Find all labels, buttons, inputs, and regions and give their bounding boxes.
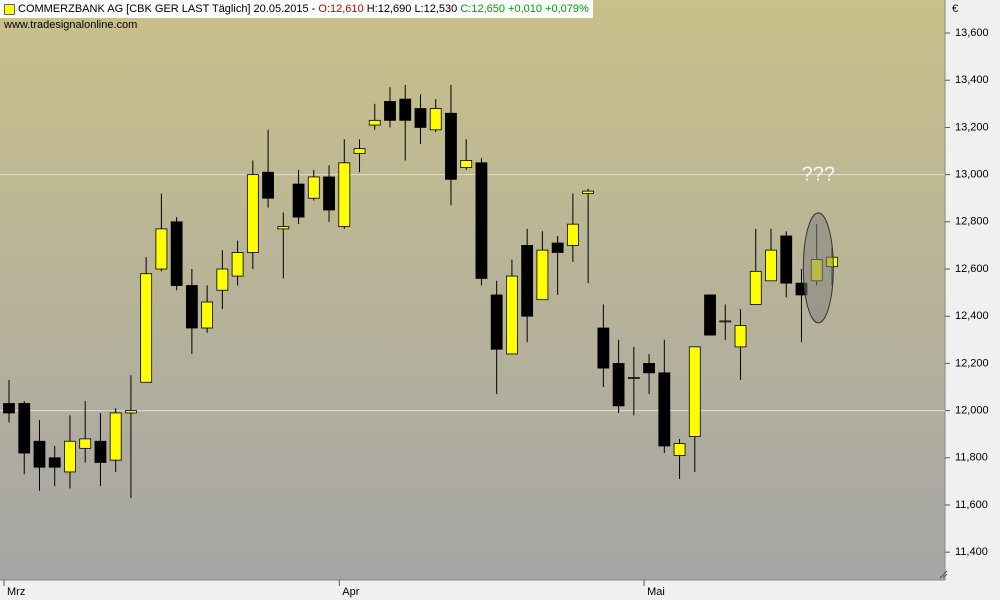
candle-body bbox=[399, 98, 412, 121]
candle-body bbox=[216, 268, 229, 291]
candle-body bbox=[292, 183, 305, 218]
y-tick-label: 12,600 bbox=[955, 263, 989, 275]
candle-body bbox=[506, 275, 518, 355]
candle-body bbox=[33, 440, 46, 468]
y-tick-label: 13,000 bbox=[955, 169, 989, 181]
annotation: ??? bbox=[802, 163, 835, 185]
candle-body bbox=[231, 252, 244, 277]
candle-body bbox=[109, 412, 122, 461]
change: +0,010 bbox=[508, 3, 542, 15]
candle-body bbox=[612, 362, 625, 407]
y-tick-label: 13,600 bbox=[955, 27, 989, 39]
y-tick-label: 11,400 bbox=[955, 546, 988, 558]
candle-body bbox=[414, 108, 427, 128]
candle-body bbox=[338, 162, 351, 227]
candle-body bbox=[490, 294, 503, 350]
candle-body bbox=[658, 372, 671, 447]
y-tick-label: 12,800 bbox=[955, 216, 989, 228]
candle-body bbox=[536, 249, 549, 301]
candle-body bbox=[551, 242, 564, 253]
candle-body bbox=[704, 294, 716, 336]
candle-body bbox=[719, 320, 732, 323]
candle-body bbox=[155, 228, 168, 270]
close-label: C:12,650 bbox=[460, 3, 505, 15]
candle-body bbox=[384, 101, 396, 121]
y-tick-label: 11,600 bbox=[955, 499, 988, 511]
currency: € bbox=[952, 3, 958, 15]
y-tick-label: 12,400 bbox=[955, 310, 989, 322]
header-title: COMMERZBANK AG [CBK GER LAST Täglich] 20… bbox=[18, 3, 316, 15]
candle-body bbox=[734, 325, 747, 348]
candle-body bbox=[566, 223, 579, 246]
y-tick-label: 13,200 bbox=[955, 121, 989, 133]
candle-body bbox=[429, 108, 442, 131]
y-tick-label: 12,000 bbox=[955, 404, 989, 416]
candle-body bbox=[277, 226, 290, 230]
candle-body bbox=[353, 148, 366, 154]
low-label: L:12,530 bbox=[414, 3, 458, 15]
candle-body bbox=[627, 377, 640, 379]
candle-body bbox=[140, 273, 153, 383]
high-label: H:12,690 bbox=[366, 3, 412, 15]
source: www.tradesignalonline.com bbox=[4, 19, 138, 31]
candle-body bbox=[262, 171, 274, 199]
candle-body bbox=[582, 190, 595, 194]
candle-body bbox=[765, 249, 777, 282]
candle-body bbox=[688, 346, 701, 437]
candle-body bbox=[307, 176, 320, 199]
candle-body bbox=[749, 270, 762, 305]
candle-body bbox=[94, 440, 107, 463]
candle-body bbox=[79, 438, 92, 449]
y-tick-label: 12,200 bbox=[955, 357, 989, 369]
candle-body bbox=[64, 440, 76, 473]
resize-grip bbox=[939, 570, 948, 579]
candle-body bbox=[185, 285, 198, 329]
candle-body bbox=[170, 221, 183, 286]
open-label: O:12,610 bbox=[318, 3, 364, 15]
candle-body bbox=[475, 162, 488, 279]
candle-body bbox=[125, 410, 137, 414]
candle-body bbox=[780, 235, 793, 284]
x-tick-label: Apr bbox=[342, 586, 359, 598]
candle-body bbox=[445, 112, 457, 180]
candle-body bbox=[521, 245, 534, 317]
candle-body bbox=[323, 176, 335, 211]
candle-body bbox=[48, 457, 61, 468]
y-tick-label: 11,800 bbox=[955, 452, 988, 464]
highlight-ellipse bbox=[802, 212, 834, 324]
change-pct: +0,079% bbox=[545, 3, 589, 15]
candle-body bbox=[201, 301, 214, 329]
candle-body bbox=[246, 174, 259, 253]
candle-body bbox=[18, 403, 31, 454]
candle-body bbox=[460, 160, 473, 168]
candle-body bbox=[597, 327, 610, 369]
candle-body bbox=[673, 443, 686, 456]
candle-body bbox=[368, 119, 381, 126]
x-tick-label: Mai bbox=[647, 586, 665, 598]
y-tick-label: 13,400 bbox=[955, 74, 989, 86]
x-tick-label: Mrz bbox=[7, 586, 25, 598]
plot-area bbox=[0, 0, 945, 580]
header: COMMERZBANK AG [CBK GER LAST Täglich] 20… bbox=[0, 0, 593, 18]
candle-body bbox=[3, 403, 15, 414]
candle-body bbox=[643, 362, 655, 374]
